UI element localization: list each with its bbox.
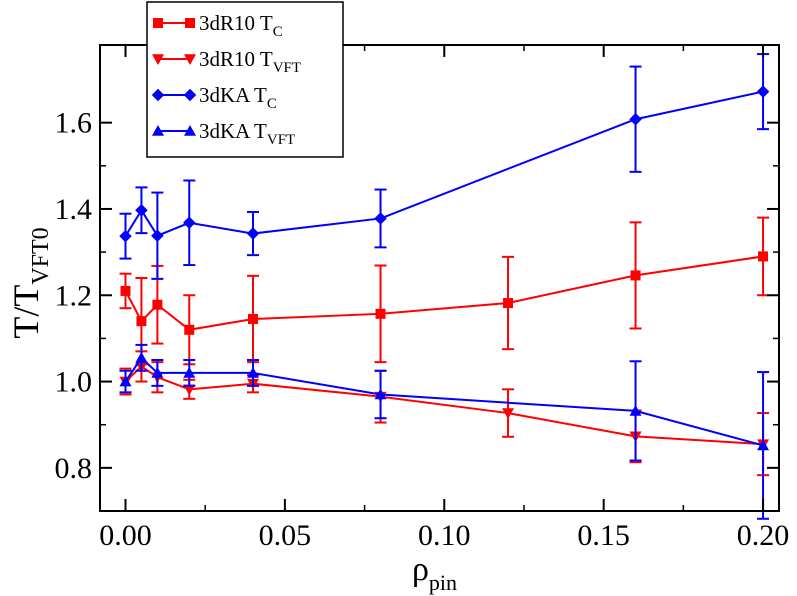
data-point bbox=[630, 270, 641, 281]
series-layer bbox=[119, 53, 770, 520]
y-axis-title: T/TVFT0 bbox=[6, 227, 54, 338]
legend-label-sub: VFT bbox=[267, 132, 295, 148]
legend-label-sub: VFT bbox=[273, 60, 301, 76]
legend-item-2: 3dKA TC bbox=[151, 83, 277, 112]
data-point bbox=[375, 308, 386, 319]
legend-label-main: 3dKA T bbox=[199, 83, 267, 107]
plot-frame bbox=[99, 44, 780, 512]
legend-label-main: 3dR10 T bbox=[199, 47, 273, 71]
data-point bbox=[757, 439, 770, 451]
series-3 bbox=[119, 343, 770, 520]
x-tick-label: 0.20 bbox=[737, 519, 790, 552]
data-point bbox=[151, 366, 164, 378]
data-point bbox=[756, 85, 770, 98]
series-line bbox=[124, 90, 764, 237]
data-point bbox=[246, 227, 260, 240]
data-point bbox=[183, 366, 196, 378]
legend-marker bbox=[184, 54, 196, 65]
y-axis-title-sub: VFT0 bbox=[28, 227, 54, 284]
y-axis-title-main: T/T bbox=[6, 285, 46, 339]
series-2 bbox=[119, 53, 770, 280]
y-tick-label: 1.2 bbox=[55, 279, 93, 312]
data-point bbox=[184, 324, 195, 335]
data-point bbox=[135, 204, 148, 217]
x-axis-title-sub: pin bbox=[429, 570, 457, 595]
legend-label: 3dKA TC bbox=[199, 83, 277, 112]
data-point bbox=[119, 375, 132, 387]
data-point bbox=[136, 316, 147, 327]
legend-marker bbox=[152, 125, 164, 136]
legend-marker bbox=[184, 125, 196, 136]
legend-label-main: 3dR10 T bbox=[199, 11, 273, 35]
x-tick-label: 0.00 bbox=[99, 519, 152, 552]
data-point bbox=[119, 229, 132, 243]
series-0 bbox=[119, 216, 770, 366]
data-point bbox=[135, 351, 148, 363]
legend-label: 3dR10 TVFT bbox=[199, 47, 301, 76]
x-tick-label: 0.05 bbox=[259, 519, 312, 552]
data-point bbox=[183, 216, 196, 230]
legend-marker bbox=[185, 18, 195, 28]
y-tick-label: 0.8 bbox=[55, 452, 93, 485]
data-point bbox=[151, 229, 164, 242]
data-point bbox=[374, 388, 387, 400]
data-point bbox=[758, 251, 769, 262]
x-tick-label: 0.15 bbox=[577, 519, 630, 552]
data-point bbox=[183, 384, 196, 396]
x-axis-title-main: ρ bbox=[412, 551, 429, 588]
legend-label-main: 3dKA T bbox=[199, 119, 267, 143]
data-point bbox=[629, 404, 642, 416]
data-point bbox=[152, 299, 163, 310]
y-tick-label: 1.6 bbox=[55, 107, 93, 140]
data-point bbox=[248, 313, 259, 324]
axis-layer: 0.00 0.05 0.10 0.15 0.20 0.8 1.0 1.2 1.4 1.6 bbox=[55, 45, 790, 552]
data-point bbox=[502, 408, 515, 420]
y-tick-label: 1.0 bbox=[55, 366, 93, 399]
legend-label-sub: C bbox=[267, 96, 277, 112]
legend-label-sub: C bbox=[273, 24, 283, 40]
data-point bbox=[374, 212, 387, 225]
legend-marker bbox=[151, 88, 165, 102]
series-1 bbox=[119, 350, 770, 477]
data-point bbox=[120, 285, 131, 296]
legend-item-3: 3dKA TVFT bbox=[152, 119, 295, 148]
x-tick-label: 0.10 bbox=[418, 519, 471, 552]
data-point bbox=[247, 366, 260, 378]
legend-label: 3dKA TVFT bbox=[199, 119, 295, 148]
legend-marker bbox=[152, 54, 164, 65]
series-line bbox=[124, 365, 764, 446]
y-tick-label: 1.4 bbox=[55, 193, 93, 226]
legend-marker bbox=[183, 88, 197, 102]
data-point bbox=[503, 298, 514, 309]
series-line bbox=[124, 356, 764, 447]
legend-marker bbox=[153, 18, 163, 28]
series-line bbox=[124, 255, 764, 331]
legend-item-0: 3dR10 TC bbox=[153, 11, 283, 40]
data-point bbox=[629, 112, 642, 126]
x-axis-title: ρpin bbox=[412, 551, 457, 595]
legend-label: 3dR10 TC bbox=[199, 11, 283, 40]
legend-item-1: 3dR10 TVFT bbox=[152, 47, 301, 76]
